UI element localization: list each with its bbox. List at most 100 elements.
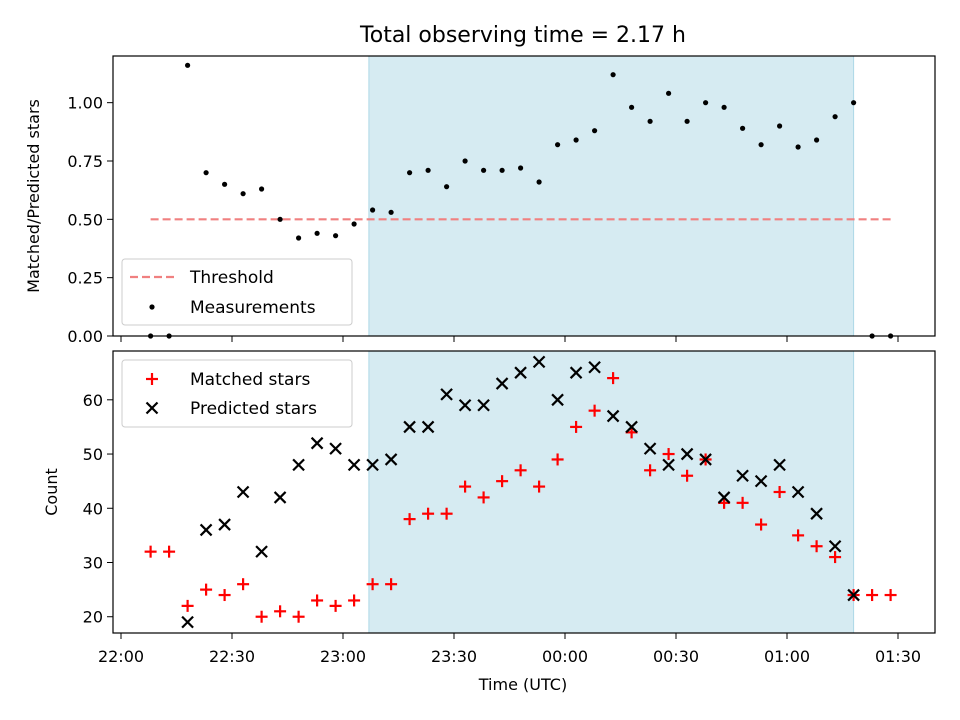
cross-stroke-b	[458, 398, 472, 412]
matched-star-point	[163, 545, 176, 558]
measurement-point	[444, 184, 450, 190]
cross-stroke-b	[717, 491, 731, 504]
bottom-x-tick-label: 22:00	[98, 647, 144, 666]
bottom-legend-box	[121, 359, 353, 428]
bottom-y-tick-label: 50	[83, 445, 103, 464]
measurement-point	[684, 118, 690, 124]
matched-star-point	[736, 496, 749, 509]
cross-stroke-b	[440, 388, 453, 401]
measurement-point	[851, 100, 857, 106]
cross-stroke-b	[477, 398, 490, 412]
measurement-point	[203, 170, 209, 176]
cross-stroke-b	[643, 442, 657, 455]
cross-stroke-b	[847, 588, 860, 602]
bottom-legend-matched-label: Matched stars	[190, 370, 310, 390]
predicted-star-point	[810, 507, 823, 520]
predicted-star-point	[421, 420, 435, 434]
cross-stroke-b	[773, 458, 786, 472]
measurement-point	[333, 233, 339, 239]
bottom-y-axis-label: Count	[42, 468, 61, 516]
matched-star-point	[533, 480, 546, 493]
bottom-x-tick-label: 01:00	[764, 647, 810, 666]
measurement-point	[666, 90, 672, 96]
bottom-x-tick-label: 23:00	[320, 647, 366, 666]
matched-star-point	[496, 475, 509, 488]
predicted-star-point	[588, 360, 601, 374]
predicted-star-point	[514, 366, 527, 379]
cross-stroke-b	[292, 458, 305, 472]
measurement-point	[758, 142, 764, 148]
bottom-y-tick-label: 30	[83, 554, 103, 573]
matched-star-point	[866, 589, 879, 602]
cross-stroke-b	[310, 436, 324, 450]
measurement-point	[296, 235, 302, 241]
predicted-star-point	[310, 436, 324, 450]
matched-star-point	[829, 551, 842, 564]
matched-star-point	[385, 578, 398, 591]
cross-stroke-b	[625, 420, 638, 434]
measurement-point	[832, 114, 838, 120]
cross-stroke-b	[606, 409, 620, 423]
predicted-star-point	[273, 491, 287, 504]
predicted-star-point	[347, 458, 361, 472]
bottom-legend-predicted-label: Predicted stars	[190, 399, 317, 419]
measurement-point	[277, 216, 283, 222]
measurement-point	[370, 207, 376, 213]
matched-star-point	[514, 464, 527, 477]
bottom-y-tick-label: 20	[83, 608, 103, 627]
predicted-star-point	[773, 458, 786, 472]
top-legend-box	[121, 258, 353, 326]
matched-star-point	[755, 518, 768, 531]
predicted-star-point	[384, 453, 398, 466]
matched-star-point	[644, 464, 657, 477]
cross-stroke-b	[384, 453, 398, 466]
matched-star-point	[773, 486, 786, 498]
predicted-star-point	[625, 420, 638, 434]
matched-star-point	[255, 610, 268, 623]
cross-stroke-b	[791, 485, 805, 499]
cross-stroke-b	[255, 545, 268, 558]
measurement-point	[814, 137, 820, 143]
bottom-legend-predicted-swatch	[145, 401, 159, 415]
bottom-y-tick-label: 60	[83, 391, 103, 410]
matched-star-point	[884, 589, 897, 602]
top-panel: Total observing time = 2.17 h Matched/Pr…	[24, 23, 936, 346]
top-axis-ticks: 0.00 0.25 0.50 0.75 1.00	[67, 94, 899, 346]
cross-stroke-b	[181, 615, 194, 629]
cross-stroke-b	[810, 507, 823, 520]
matched-star-point	[274, 605, 287, 618]
legend-cross-glyph	[145, 401, 159, 415]
matched-star-point	[311, 594, 324, 607]
matched-star-point	[459, 480, 472, 493]
bottom-legend-matched-swatch	[146, 373, 158, 385]
matched-star-point	[681, 469, 694, 482]
cross-stroke-b	[569, 366, 583, 379]
measurement-point	[499, 167, 505, 173]
top-legend-measurements-swatch	[149, 304, 155, 310]
predicted-star-point	[569, 366, 583, 379]
measurement-point	[740, 125, 746, 131]
measurement-point	[610, 72, 616, 78]
predicted-star-point	[828, 539, 842, 553]
predicted-star-point	[606, 409, 620, 423]
top-chart-title: Total observing time = 2.17 h	[359, 23, 686, 48]
measurement-point	[351, 221, 357, 227]
predicted-star-point	[329, 442, 342, 455]
predicted-star-point	[458, 398, 472, 412]
bottom-x-axis-label: Time (UTC)	[478, 675, 567, 694]
predicted-star-point	[736, 469, 749, 483]
measurement-point	[573, 137, 579, 143]
top-y-tick-label: 0.50	[67, 210, 103, 229]
top-data-marks	[148, 62, 894, 339]
predicted-star-point	[532, 355, 546, 369]
bottom-plot-frame	[112, 350, 936, 634]
matched-star-point	[237, 578, 250, 591]
cross-stroke-b	[828, 539, 842, 553]
measurement-point	[536, 179, 542, 185]
predicted-star-point	[791, 485, 805, 499]
measurement-point	[777, 123, 783, 129]
top-y-tick-label: 0.25	[67, 269, 103, 288]
top-legend: Threshold Measurements	[121, 258, 353, 326]
top-observing-span	[368, 55, 855, 337]
